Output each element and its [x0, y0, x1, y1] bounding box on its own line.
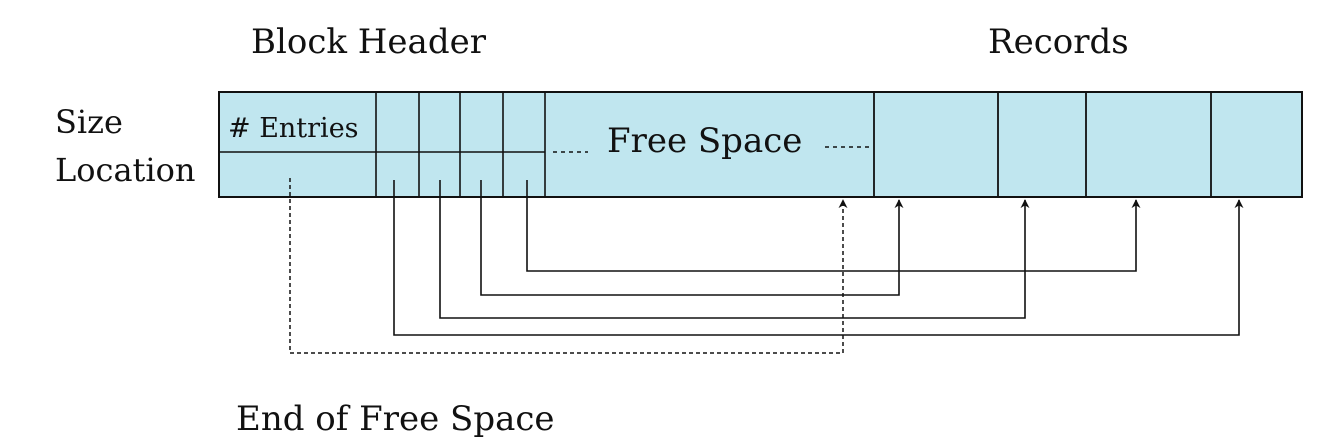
free-space-dashes — [553, 146, 872, 153]
slot-pointers — [393, 180, 1244, 336]
size-label: Size — [55, 103, 123, 141]
slot-pointer-3 — [480, 180, 904, 296]
slot-pointer-4 — [526, 180, 1141, 272]
block-header-label: Block Header — [251, 22, 487, 62]
end-of-free-space-label: End of Free Space — [236, 399, 555, 439]
records-label: Records — [988, 22, 1129, 62]
slot-pointer-1 — [393, 180, 1244, 336]
free-space-label: Free Space — [607, 121, 802, 161]
slot-pointer-2 — [439, 180, 1030, 319]
end-of-free-space-pointer — [289, 178, 848, 354]
header-grid — [219, 92, 546, 197]
entries-cell-label: # Entries — [228, 113, 359, 144]
block-outline — [218, 91, 1303, 198]
record-grid — [873, 92, 1212, 197]
location-label: Location — [55, 151, 195, 189]
